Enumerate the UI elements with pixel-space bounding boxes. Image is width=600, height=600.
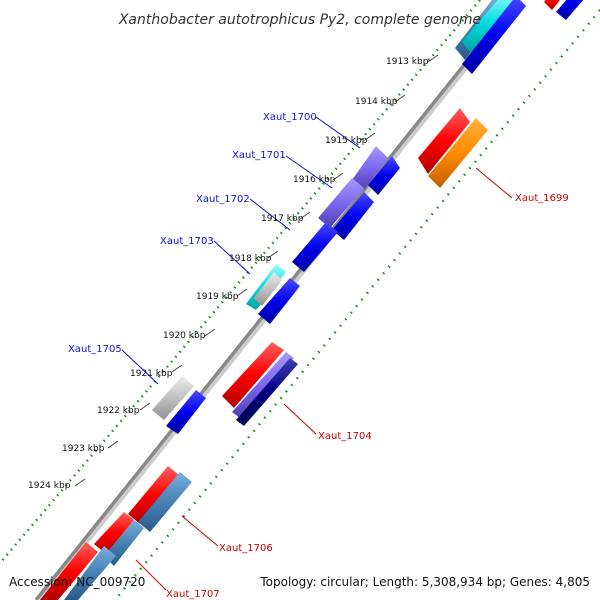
- gene-xaut-1703-grey[interactable]: [254, 272, 282, 306]
- gene-xaut-1706-steel[interactable]: [138, 472, 192, 532]
- gene-label-xaut-1700[interactable]: Xaut_1700: [263, 112, 317, 123]
- map-title: Xanthobacter autotrophicus Py2, complete…: [118, 12, 481, 28]
- gene-xaut-1700[interactable]: [352, 146, 388, 190]
- kbp-tick-marks: [74, 54, 439, 487]
- gene-bottom-steel[interactable]: [64, 546, 116, 600]
- outer-dotted-track: [0, 0, 481, 564]
- gene-label-xaut-1703[interactable]: Xaut_1703: [160, 236, 214, 247]
- kbp-label-1920: 1920 kbp: [163, 331, 206, 341]
- kbp-label-1918: 1918 kbp: [229, 254, 272, 264]
- gene-label-xaut-1707[interactable]: Xaut_1707: [166, 589, 220, 600]
- kbp-label-1919: 1919 kbp: [196, 292, 239, 302]
- gene-label-xaut-1699[interactable]: Xaut_1699: [515, 193, 569, 204]
- gene-label-xaut-1705[interactable]: Xaut_1705: [68, 344, 122, 355]
- gene-xaut-1703-blue[interactable]: [258, 278, 300, 324]
- gene-xaut-1706-red[interactable]: [128, 466, 180, 524]
- kbp-label-1921: 1921 kbp: [130, 369, 173, 379]
- gene-xaut-1702[interactable]: [332, 192, 374, 240]
- label-leader-lines: [121, 116, 513, 591]
- gene-label-xaut-1706[interactable]: Xaut_1706: [219, 543, 273, 554]
- kbp-label-1915: 1915 kbp: [325, 136, 368, 146]
- gene-xaut-1704-purple[interactable]: [232, 352, 294, 418]
- kbp-label-1922: 1922 kbp: [97, 406, 140, 416]
- gene-xaut-1705-grey[interactable]: [152, 376, 194, 420]
- gene-xaut-1701[interactable]: [318, 178, 364, 228]
- kbp-label-1913: 1913 kbp: [386, 57, 429, 67]
- genome-summary-text: Topology: circular; Length: 5,308,934 bp…: [259, 575, 590, 589]
- gene-xaut-1704-red[interactable]: [222, 342, 284, 408]
- kbp-label-1916: 1916 kbp: [293, 175, 336, 185]
- gene-xaut-1707-red[interactable]: [94, 512, 134, 554]
- gene-label-xaut-1704[interactable]: Xaut_1704: [318, 431, 372, 442]
- kbp-label-1924: 1924 kbp: [28, 481, 71, 491]
- gene-bottom-red[interactable]: [40, 542, 98, 600]
- gene-top-blue-2[interactable]: [556, 0, 590, 20]
- gene-xaut-1702b[interactable]: [292, 222, 338, 272]
- gene-label-xaut-1702[interactable]: Xaut_1702: [196, 194, 250, 205]
- gene-top-blue-1[interactable]: [462, 0, 526, 74]
- gene-xaut-1700-blue[interactable]: [368, 156, 400, 195]
- kbp-label-1917: 1917 kbp: [261, 214, 304, 224]
- gene-xaut-1705-blue[interactable]: [166, 390, 206, 434]
- kbp-label-1923: 1923 kbp: [62, 444, 105, 454]
- accession-text: Accession: NC_009720: [9, 575, 145, 589]
- kbp-label-1914: 1914 kbp: [355, 97, 398, 107]
- gene-xaut-1699-red[interactable]: [418, 108, 470, 174]
- gene-top-red[interactable]: [544, 0, 560, 10]
- gene-label-xaut-1701[interactable]: Xaut_1701: [232, 150, 286, 161]
- gene-xaut-1704-navy[interactable]: [236, 358, 298, 426]
- gene-xaut-1699-orange[interactable]: [428, 118, 488, 188]
